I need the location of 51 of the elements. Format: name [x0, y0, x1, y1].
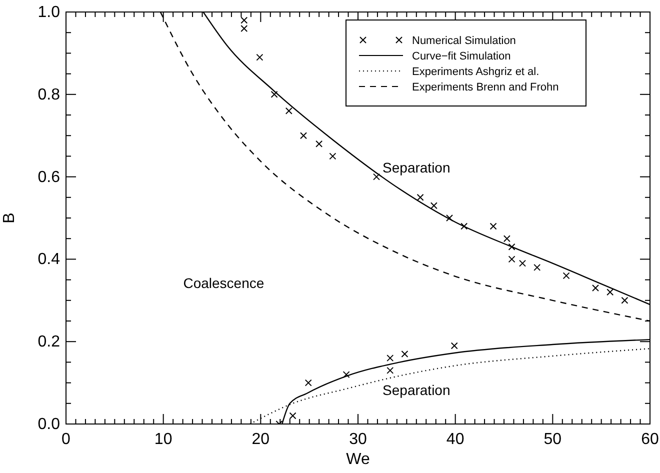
point: [270, 90, 278, 98]
x-tick-label: 60: [641, 431, 659, 448]
annotation: Separation: [382, 160, 450, 176]
y-tick-label: 0.4: [38, 251, 60, 268]
point: [386, 354, 394, 362]
point: [256, 54, 264, 61]
point: [430, 202, 438, 210]
point: [329, 152, 336, 160]
legend-label: Experiments Brenn and Frohn: [412, 82, 559, 94]
point: [508, 243, 516, 250]
annotation: Separation: [382, 382, 450, 398]
point: [316, 140, 323, 148]
point: [562, 272, 570, 280]
point: [386, 366, 394, 374]
x-tick-label: 50: [544, 431, 562, 448]
point: [289, 412, 296, 420]
legend-label: Numerical Simulation: [412, 35, 516, 47]
x-axis-title: We: [346, 451, 370, 468]
y-tick-label: 1.0: [38, 4, 60, 21]
annotation: Coalescence: [183, 275, 264, 292]
point: [300, 132, 307, 140]
point: [240, 24, 248, 32]
point: [304, 379, 312, 386]
y-tick-label: 0.8: [38, 86, 60, 104]
legend-label: Curve−fit Simulation: [412, 50, 511, 62]
point: [621, 296, 628, 304]
point: [518, 260, 526, 267]
point: [401, 350, 408, 358]
point: [372, 173, 380, 180]
y-tick-label: 0.2: [38, 334, 60, 351]
x-tick-label: 0: [62, 431, 71, 448]
point: [416, 194, 424, 201]
point: [342, 371, 350, 378]
point: [460, 222, 468, 230]
y-tick-label: 0.0: [38, 416, 60, 433]
legend-label: Experiments Ashgriz et al.: [412, 66, 540, 78]
point: [450, 342, 458, 350]
x-tick-label: 30: [349, 431, 367, 448]
point: [285, 107, 292, 114]
x-tick-label: 20: [252, 431, 270, 448]
y-tick-label: 0.6: [38, 168, 60, 186]
x-tick-label: 40: [446, 431, 464, 448]
point: [606, 288, 614, 296]
x-tick-label: 10: [154, 431, 172, 448]
point: [534, 264, 541, 271]
point: [490, 222, 497, 230]
point: [446, 214, 453, 222]
point: [503, 235, 510, 242]
point: [592, 284, 599, 292]
point: [508, 256, 516, 263]
y-axis-title: B: [1, 212, 18, 224]
